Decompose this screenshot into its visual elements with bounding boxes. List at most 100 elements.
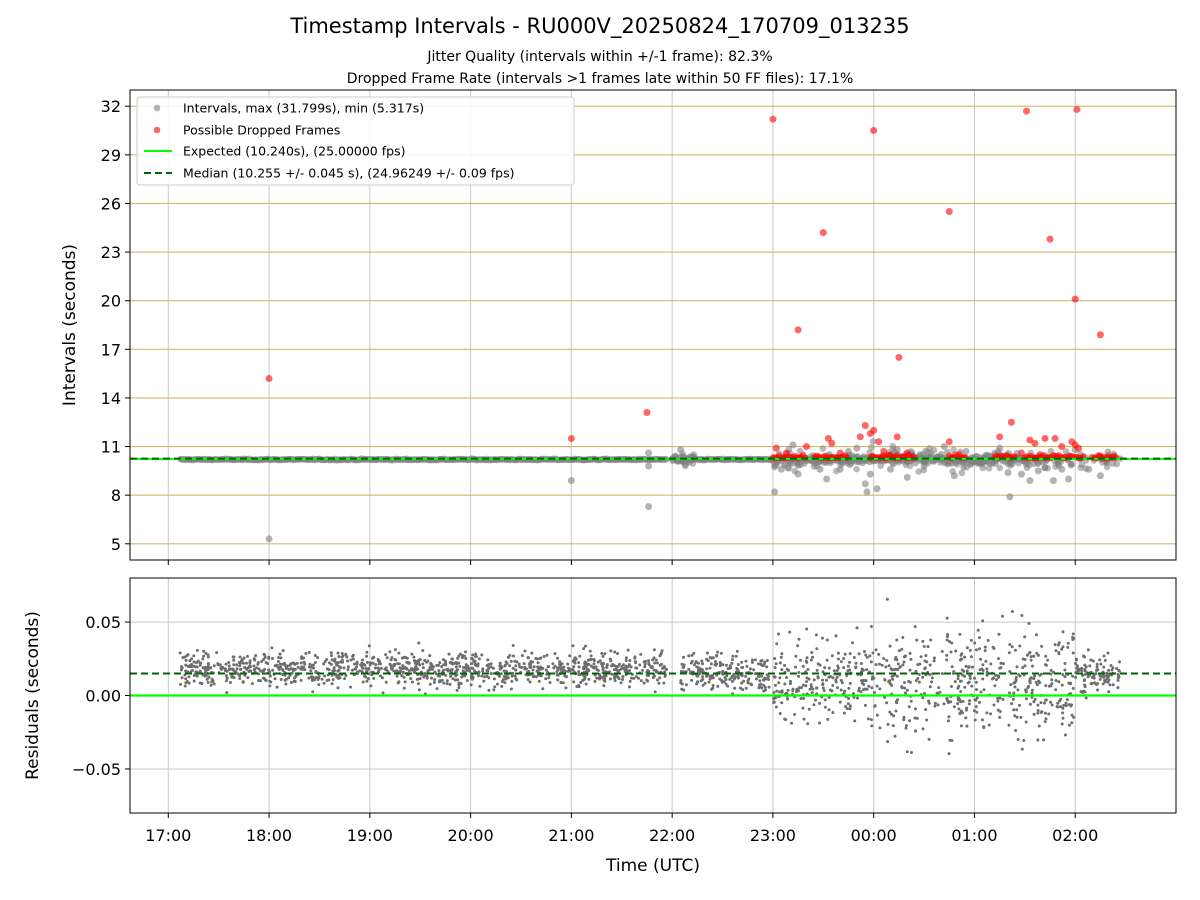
residual-point [323, 674, 327, 678]
residual-point [1116, 673, 1120, 677]
interval-point [797, 461, 804, 469]
residual-point [880, 663, 884, 667]
residual-point [827, 666, 831, 670]
residual-point [871, 675, 875, 679]
residual-point [694, 661, 698, 665]
dropped-point [782, 449, 790, 457]
residual-point [834, 634, 838, 638]
residual-point [322, 662, 326, 666]
residual-point [774, 683, 778, 687]
residual-point [851, 641, 855, 645]
residual-point [418, 663, 422, 667]
residual-point [992, 676, 996, 680]
residual-point [763, 685, 767, 689]
residual-point [823, 705, 827, 709]
residual-point [1054, 649, 1058, 653]
bottom-plot-area [130, 597, 1176, 756]
residual-point [831, 683, 835, 687]
residual-point [707, 680, 711, 684]
residual-point [425, 674, 429, 678]
residual-point [511, 643, 515, 647]
residual-point [427, 668, 431, 672]
residual-point [1013, 714, 1017, 718]
residual-point [199, 661, 203, 665]
residual-point [869, 660, 873, 664]
top-ytick-label: 29 [101, 146, 121, 165]
residual-point [815, 686, 819, 690]
residual-point [956, 698, 960, 702]
residual-point [1060, 722, 1064, 726]
residual-point [273, 677, 277, 681]
residual-point [1088, 664, 1092, 668]
residual-point [204, 651, 208, 655]
residual-point [804, 684, 808, 688]
residual-point [895, 701, 899, 705]
residual-point [393, 658, 397, 662]
residual-point [844, 704, 848, 708]
residual-point [708, 666, 712, 670]
residual-point [1082, 655, 1086, 659]
interval-point [940, 443, 948, 451]
residual-point [825, 658, 829, 662]
residual-point [703, 681, 707, 685]
residual-point [874, 648, 878, 652]
residual-point [1007, 723, 1011, 727]
residual-point [843, 689, 847, 693]
dropped-point [1031, 439, 1039, 447]
residual-point [403, 655, 407, 659]
residual-point [682, 665, 686, 669]
residual-point [418, 658, 422, 662]
residual-point [1086, 648, 1090, 652]
residual-point [396, 662, 400, 666]
residual-point [643, 662, 647, 666]
residual-point [982, 726, 986, 730]
residual-point [1082, 679, 1086, 683]
residual-point [1075, 658, 1079, 662]
dropped-point [772, 444, 780, 452]
residual-point [979, 690, 983, 694]
residual-point [1024, 690, 1028, 694]
residual-point [705, 651, 709, 655]
residual-point [690, 678, 694, 682]
legend-interval-marker [153, 104, 161, 112]
residual-point [184, 658, 188, 662]
residual-point [277, 656, 281, 660]
residual-point [909, 657, 913, 661]
residual-point [810, 651, 814, 655]
dropped-point [803, 443, 811, 451]
residual-point [577, 665, 581, 669]
residual-point [515, 660, 519, 664]
residual-point [1025, 653, 1029, 657]
residual-point [592, 659, 596, 663]
residual-point [1024, 697, 1028, 701]
residual-point [609, 649, 613, 653]
residual-point [1064, 701, 1068, 705]
residual-point [643, 665, 647, 669]
residual-point [758, 683, 762, 687]
residual-point [973, 641, 977, 645]
residual-point [765, 658, 769, 662]
residual-point [861, 668, 865, 672]
residual-point [415, 677, 419, 681]
interval-point [863, 488, 871, 496]
residual-point [987, 723, 991, 727]
residual-point [218, 663, 222, 667]
residual-point [759, 659, 763, 663]
residual-point [961, 699, 965, 703]
residual-point [779, 655, 783, 659]
chart-title: Timestamp Intervals - RU000V_20250824_17… [290, 14, 910, 38]
residual-point [886, 740, 890, 744]
residual-point [489, 671, 493, 675]
residual-point [206, 661, 210, 665]
residual-point [180, 676, 184, 680]
residual-point [425, 660, 429, 664]
residual-point [395, 674, 399, 678]
residual-point [989, 712, 993, 716]
residual-point [772, 701, 776, 705]
dropped-frame-subtitle: Dropped Frame Rate (intervals >1 frames … [346, 71, 854, 87]
residual-point [469, 666, 473, 670]
residual-point [913, 716, 917, 720]
dropped-point [1058, 443, 1066, 451]
residual-point [1029, 655, 1033, 659]
residual-point [344, 673, 348, 677]
